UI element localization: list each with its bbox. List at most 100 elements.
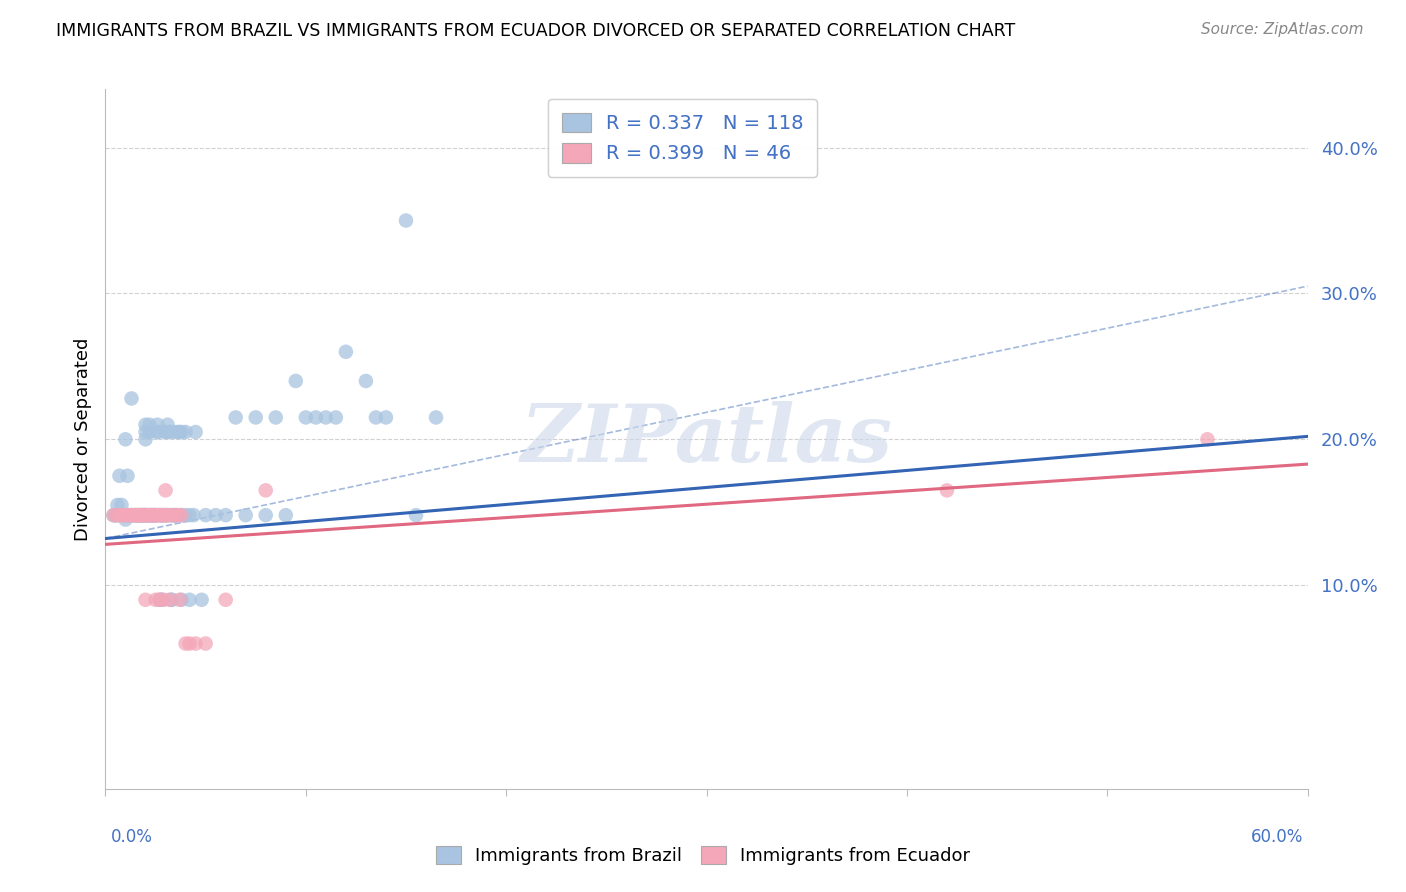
Point <box>170 592 193 607</box>
Point <box>124 508 146 523</box>
Point <box>104 508 127 523</box>
Point <box>122 508 145 523</box>
Point <box>122 508 145 523</box>
Point <box>114 508 136 523</box>
Point <box>146 425 169 439</box>
Point <box>138 508 160 523</box>
Point <box>135 508 157 523</box>
Point <box>108 508 131 523</box>
Point <box>174 425 197 439</box>
Point <box>128 508 150 523</box>
Point <box>131 508 153 523</box>
Point <box>254 508 277 523</box>
Point <box>152 508 174 523</box>
Point <box>145 508 167 523</box>
Point <box>124 508 146 523</box>
Point <box>166 425 188 439</box>
Point <box>183 508 205 523</box>
Point <box>936 483 959 498</box>
Point <box>214 508 236 523</box>
Point <box>107 508 129 523</box>
Point <box>136 508 159 523</box>
Point <box>162 425 184 439</box>
Point <box>107 498 129 512</box>
Point <box>145 592 167 607</box>
Point <box>104 508 127 523</box>
Text: 60.0%: 60.0% <box>1251 828 1303 846</box>
Point <box>152 508 174 523</box>
Point <box>132 508 155 523</box>
Point <box>150 592 173 607</box>
Point <box>245 410 267 425</box>
Point <box>165 508 187 523</box>
Point <box>148 508 170 523</box>
Legend: R = 0.337   N = 118, R = 0.399   N = 46: R = 0.337 N = 118, R = 0.399 N = 46 <box>548 99 817 177</box>
Point <box>121 392 143 406</box>
Point <box>127 508 149 523</box>
Point <box>155 508 177 523</box>
Point <box>165 508 187 523</box>
Point <box>138 425 160 439</box>
Point <box>179 636 201 650</box>
Point <box>156 508 179 523</box>
Point <box>148 508 170 523</box>
Point <box>395 213 418 227</box>
Point <box>152 592 174 607</box>
Point <box>159 425 181 439</box>
Point <box>166 508 188 523</box>
Point <box>156 508 179 523</box>
Point <box>114 512 136 526</box>
Point <box>174 636 197 650</box>
Point <box>108 468 131 483</box>
Point <box>103 508 125 523</box>
Point <box>159 592 181 607</box>
Point <box>148 592 170 607</box>
Point <box>128 508 150 523</box>
Text: IMMIGRANTS FROM BRAZIL VS IMMIGRANTS FROM ECUADOR DIVORCED OR SEPARATED CORRELAT: IMMIGRANTS FROM BRAZIL VS IMMIGRANTS FRO… <box>56 22 1015 40</box>
Point <box>145 508 167 523</box>
Point <box>138 508 160 523</box>
Point <box>156 417 179 432</box>
Point <box>117 508 139 523</box>
Point <box>141 508 163 523</box>
Point <box>150 592 173 607</box>
Point <box>145 508 167 523</box>
Point <box>295 410 318 425</box>
Point <box>170 425 193 439</box>
Point <box>169 592 191 607</box>
Point <box>138 508 160 523</box>
Point <box>150 508 173 523</box>
Point <box>160 592 183 607</box>
Point <box>170 508 193 523</box>
Point <box>179 508 201 523</box>
Point <box>284 374 307 388</box>
Point <box>132 508 155 523</box>
Point <box>135 508 157 523</box>
Text: 0.0%: 0.0% <box>111 828 153 846</box>
Point <box>118 508 141 523</box>
Point <box>135 425 157 439</box>
Point <box>165 508 187 523</box>
Point <box>131 508 153 523</box>
Point <box>214 592 236 607</box>
Point <box>121 508 143 523</box>
Point <box>335 344 357 359</box>
Point <box>1197 432 1219 446</box>
Text: Source: ZipAtlas.com: Source: ZipAtlas.com <box>1201 22 1364 37</box>
Text: ZIPatlas: ZIPatlas <box>520 401 893 478</box>
Point <box>127 508 149 523</box>
Point <box>132 508 155 523</box>
Point <box>146 417 169 432</box>
Point <box>170 508 193 523</box>
Point <box>103 508 125 523</box>
Point <box>118 508 141 523</box>
Point <box>305 410 328 425</box>
Point <box>155 508 177 523</box>
Point <box>117 508 139 523</box>
Y-axis label: Divorced or Separated: Divorced or Separated <box>73 338 91 541</box>
Point <box>107 508 129 523</box>
Point <box>155 425 177 439</box>
Point <box>145 508 167 523</box>
Point <box>184 636 207 650</box>
Point <box>225 410 247 425</box>
